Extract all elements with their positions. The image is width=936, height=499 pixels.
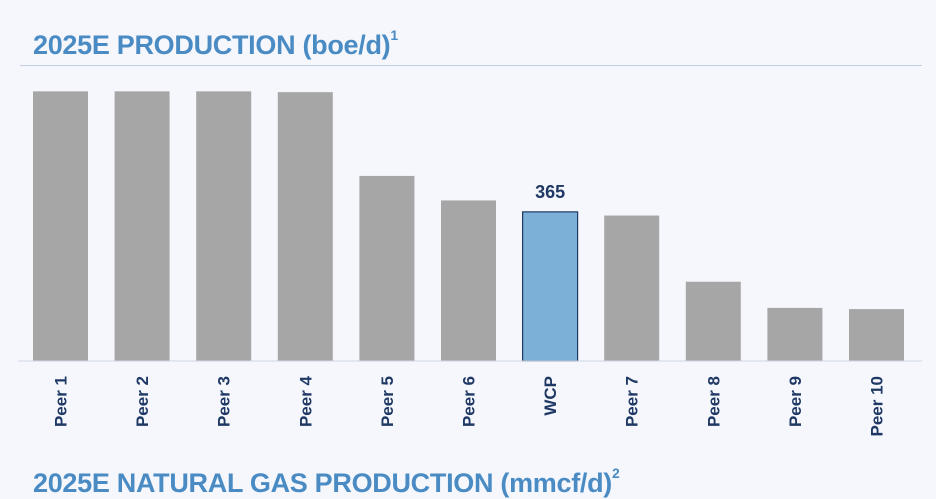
bar-peer-3 <box>196 91 252 361</box>
category-label: Peer 10 <box>868 376 887 437</box>
bar-peer-2 <box>114 91 170 361</box>
title-divider <box>20 65 922 66</box>
bar-peer-5 <box>359 175 415 361</box>
chart-title: 2025E PRODUCTION (boe/d)1 <box>33 27 398 60</box>
category-label: Peer 4 <box>296 375 315 427</box>
bar-peer-9 <box>767 307 823 361</box>
production-bar-chart: Peer 1 Peer 2 Peer 3 Peer 4 Peer 5 Peer 6 WCP 3… <box>18 91 922 437</box>
category-label: Peer 1 <box>52 376 71 427</box>
category-label: Peer 3 <box>215 376 234 427</box>
bar-wcp <box>521 211 579 362</box>
bar-peer-8 <box>685 281 741 361</box>
data-label: 365 <box>535 182 565 202</box>
title-footnote: 1 <box>390 27 398 43</box>
bar-peer-1 <box>33 91 88 361</box>
next-section-title: 2025E NATURAL GAS PRODUCTION (mmcf/d)2 <box>33 465 620 498</box>
bar-peer-7 <box>604 215 660 361</box>
category-label: Peer 9 <box>786 376 805 427</box>
category-label: Peer 5 <box>378 376 397 427</box>
category-label: WCP <box>541 376 560 416</box>
category-label: Peer 6 <box>460 376 479 427</box>
category-label: Peer 2 <box>133 376 152 427</box>
next-title-footnote: 2 <box>611 465 620 481</box>
bars-layer <box>33 91 904 362</box>
bar-peer-10 <box>849 309 904 361</box>
bar-peer-4 <box>277 92 333 361</box>
bar-peer-6 <box>441 200 496 361</box>
category-label: Peer 7 <box>623 376 642 427</box>
category-label: Peer 8 <box>704 376 723 427</box>
labels-layer: Peer 1 Peer 2 Peer 3 Peer 4 Peer 5 Peer 6 WCP 3… <box>52 182 887 437</box>
